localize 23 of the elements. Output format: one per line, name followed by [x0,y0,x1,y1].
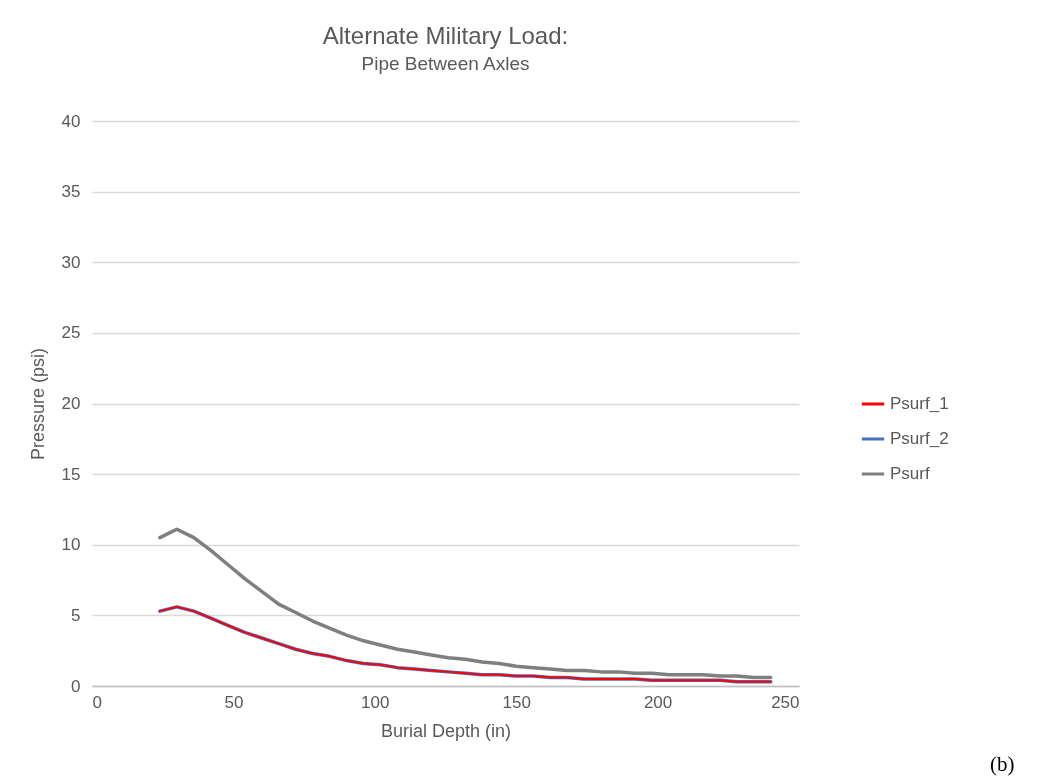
text: (b) [990,752,1015,777]
x-tick-label: 100 [361,692,390,712]
x-tick-label: 250 [771,692,800,712]
x-tick-label: 50 [224,692,244,712]
y-axis-title: Pressure (psi) [27,347,48,461]
x-axis-title: Burial Depth (in) [380,720,512,741]
x-tick-label: 150 [502,692,531,712]
y-tick-label: 0 [71,676,81,696]
chart-subtitle: Pipe Between Axles [361,53,530,74]
y-tick-label: 5 [71,605,81,625]
y-tick-label: 30 [61,252,81,272]
y-tick-label: 25 [61,323,81,343]
y-tick-label: 35 [61,182,81,202]
y-tick-label: 15 [61,464,81,484]
legend-label: Psurf_2 [890,429,949,448]
chart-title: Alternate Military Load: [322,22,569,49]
y-tick-label: 10 [61,535,81,555]
legend-label: Psurf_1 [890,394,949,413]
y-tick-label: 20 [61,394,81,413]
y-tick-label: 40 [61,111,81,131]
x-tick-label: 200 [643,692,673,712]
x-tick-label: 0 [92,692,102,712]
legend-label: Psurf [890,464,930,483]
